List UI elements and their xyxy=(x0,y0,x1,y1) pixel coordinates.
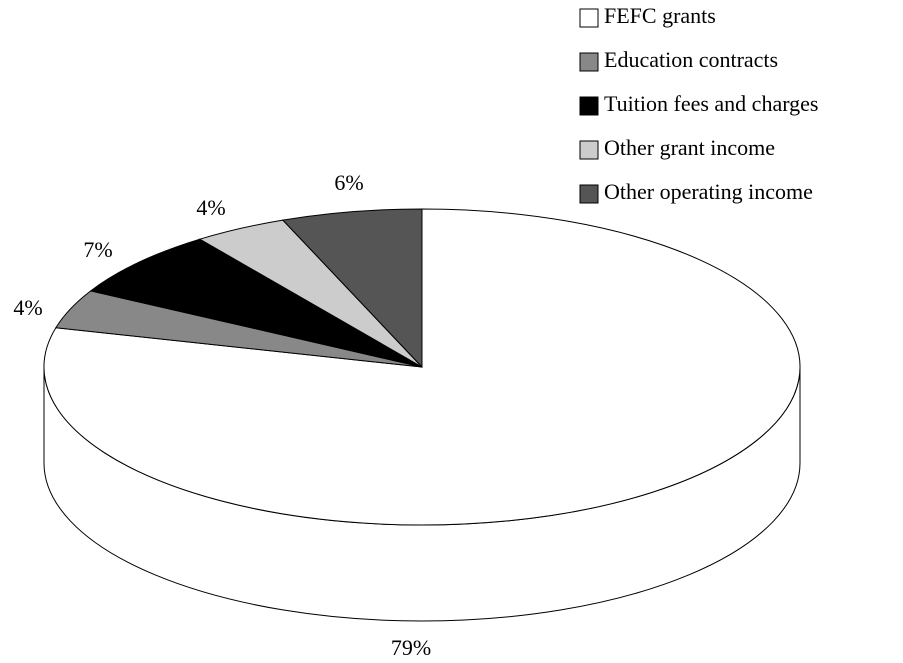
legend-swatch xyxy=(579,184,599,204)
legend-swatch xyxy=(579,96,599,116)
slice xyxy=(43,208,801,526)
legend-swatch xyxy=(579,8,599,28)
data-label: 7% xyxy=(83,237,112,262)
legend-label: FEFC grants xyxy=(604,3,716,28)
legend-label: Other operating income xyxy=(604,179,813,204)
legend-label: Education contracts xyxy=(604,47,778,72)
legend-label: Other grant income xyxy=(604,135,775,160)
data-label: 4% xyxy=(13,295,42,320)
data-label: 4% xyxy=(196,195,225,220)
data-label: 79% xyxy=(391,635,431,660)
data-label: 6% xyxy=(334,170,363,195)
legend-swatch xyxy=(579,140,599,160)
legend-swatch xyxy=(579,52,599,72)
slice xyxy=(89,238,423,368)
slice xyxy=(281,208,423,369)
legend-label: Tuition fees and charges xyxy=(604,91,818,116)
